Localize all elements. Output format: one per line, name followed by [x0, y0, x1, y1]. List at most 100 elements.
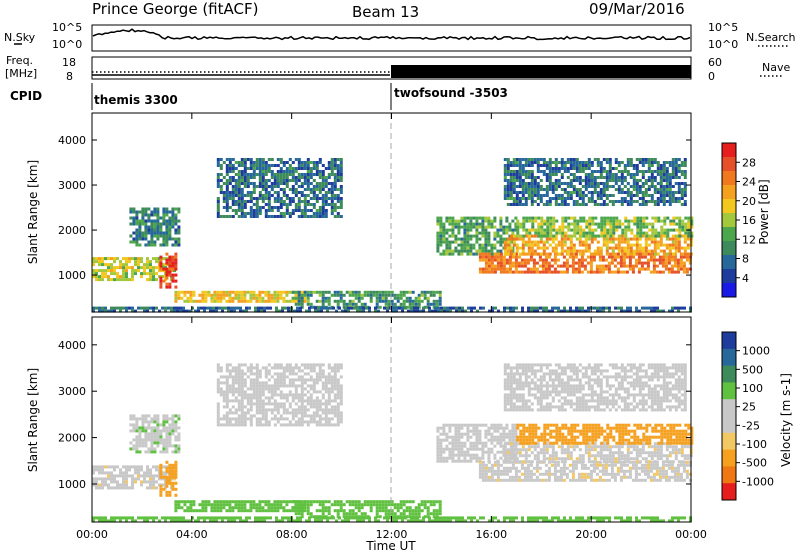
data-cell	[421, 300, 424, 303]
data-cell	[256, 381, 259, 384]
data-cell	[156, 226, 159, 229]
data-cell	[228, 506, 231, 509]
data-cell	[445, 241, 448, 244]
data-cell	[630, 185, 633, 188]
data-cell	[125, 477, 128, 480]
data-cell	[537, 182, 540, 185]
data-cell	[454, 241, 457, 244]
data-cell	[256, 372, 259, 375]
data-cell	[238, 191, 241, 194]
data-cell	[522, 235, 525, 238]
data-cell	[223, 381, 226, 384]
data-cell	[463, 247, 466, 250]
data-cell	[654, 188, 657, 191]
data-cell	[666, 235, 669, 238]
data-cell	[212, 516, 215, 519]
data-cell	[129, 235, 132, 238]
data-cell	[283, 384, 286, 387]
data-cell	[648, 244, 651, 247]
data-cell	[385, 506, 388, 509]
data-cell	[531, 194, 534, 197]
data-cell	[301, 509, 304, 512]
data-cell	[289, 203, 292, 206]
data-cell	[567, 158, 570, 161]
data-cell	[668, 271, 671, 274]
data-cell	[217, 206, 220, 209]
data-cell	[479, 271, 482, 274]
data-cell	[217, 408, 220, 411]
data-cell	[328, 512, 331, 515]
data-cell	[588, 220, 591, 223]
data-cell	[603, 217, 606, 220]
data-cell	[639, 179, 642, 182]
data-cell	[645, 235, 648, 238]
data-cell	[379, 306, 382, 309]
data-cell	[421, 291, 424, 294]
data-cell	[271, 188, 274, 191]
data-cell	[645, 217, 648, 220]
data-cell	[135, 444, 138, 447]
data-cell	[651, 241, 654, 244]
data-cell	[590, 265, 593, 268]
data-cell	[228, 300, 231, 303]
data-cell	[152, 480, 155, 483]
data-cell	[436, 232, 439, 235]
data-cell	[642, 197, 645, 200]
data-cell	[516, 185, 519, 188]
data-cell	[546, 229, 549, 232]
data-cell	[555, 203, 558, 206]
data-cell	[101, 263, 104, 266]
data-cell	[98, 468, 101, 471]
data-cell	[273, 509, 276, 512]
data-cell	[98, 257, 101, 260]
data-cell	[241, 191, 244, 194]
data-cell	[340, 188, 343, 191]
data-cell	[534, 229, 537, 232]
data-cell	[228, 291, 231, 294]
data-cell	[485, 262, 488, 265]
data-cell	[259, 369, 262, 372]
data-cell	[183, 503, 186, 506]
data-cell	[280, 161, 283, 164]
data-cell	[576, 232, 579, 235]
data-cell	[141, 208, 144, 211]
data-cell	[579, 226, 582, 229]
data-cell	[238, 405, 241, 408]
data-cell	[503, 268, 506, 271]
data-cell	[155, 266, 158, 269]
data-cell	[168, 479, 171, 482]
data-cell	[241, 182, 244, 185]
data-cell	[243, 509, 246, 512]
data-cell	[138, 417, 141, 420]
data-cell	[159, 226, 162, 229]
data-cell	[522, 247, 525, 250]
data-cell	[235, 179, 238, 182]
data-cell	[232, 366, 235, 369]
data-cell	[264, 291, 267, 294]
data-cell	[415, 509, 418, 512]
data-cell	[268, 390, 271, 393]
data-cell	[522, 182, 525, 185]
data-cell	[146, 266, 149, 269]
data-cell	[229, 164, 232, 167]
data-cell	[156, 217, 159, 220]
data-cell	[159, 494, 162, 497]
data-cell	[313, 197, 316, 200]
data-cell	[238, 381, 241, 384]
data-cell	[229, 182, 232, 185]
data-cell	[153, 438, 156, 441]
data-cell	[487, 232, 490, 235]
data-cell	[265, 423, 268, 426]
data-cell	[531, 179, 534, 182]
data-cell	[273, 503, 276, 506]
data-cell	[140, 275, 143, 278]
data-cell	[147, 414, 150, 417]
data-cell	[140, 260, 143, 263]
data-cell	[295, 188, 298, 191]
data-cell	[352, 291, 355, 294]
data-cell	[579, 170, 582, 173]
data-cell	[288, 500, 291, 503]
data-cell	[253, 191, 256, 194]
data-cell	[415, 512, 418, 515]
data-cell	[623, 256, 626, 259]
